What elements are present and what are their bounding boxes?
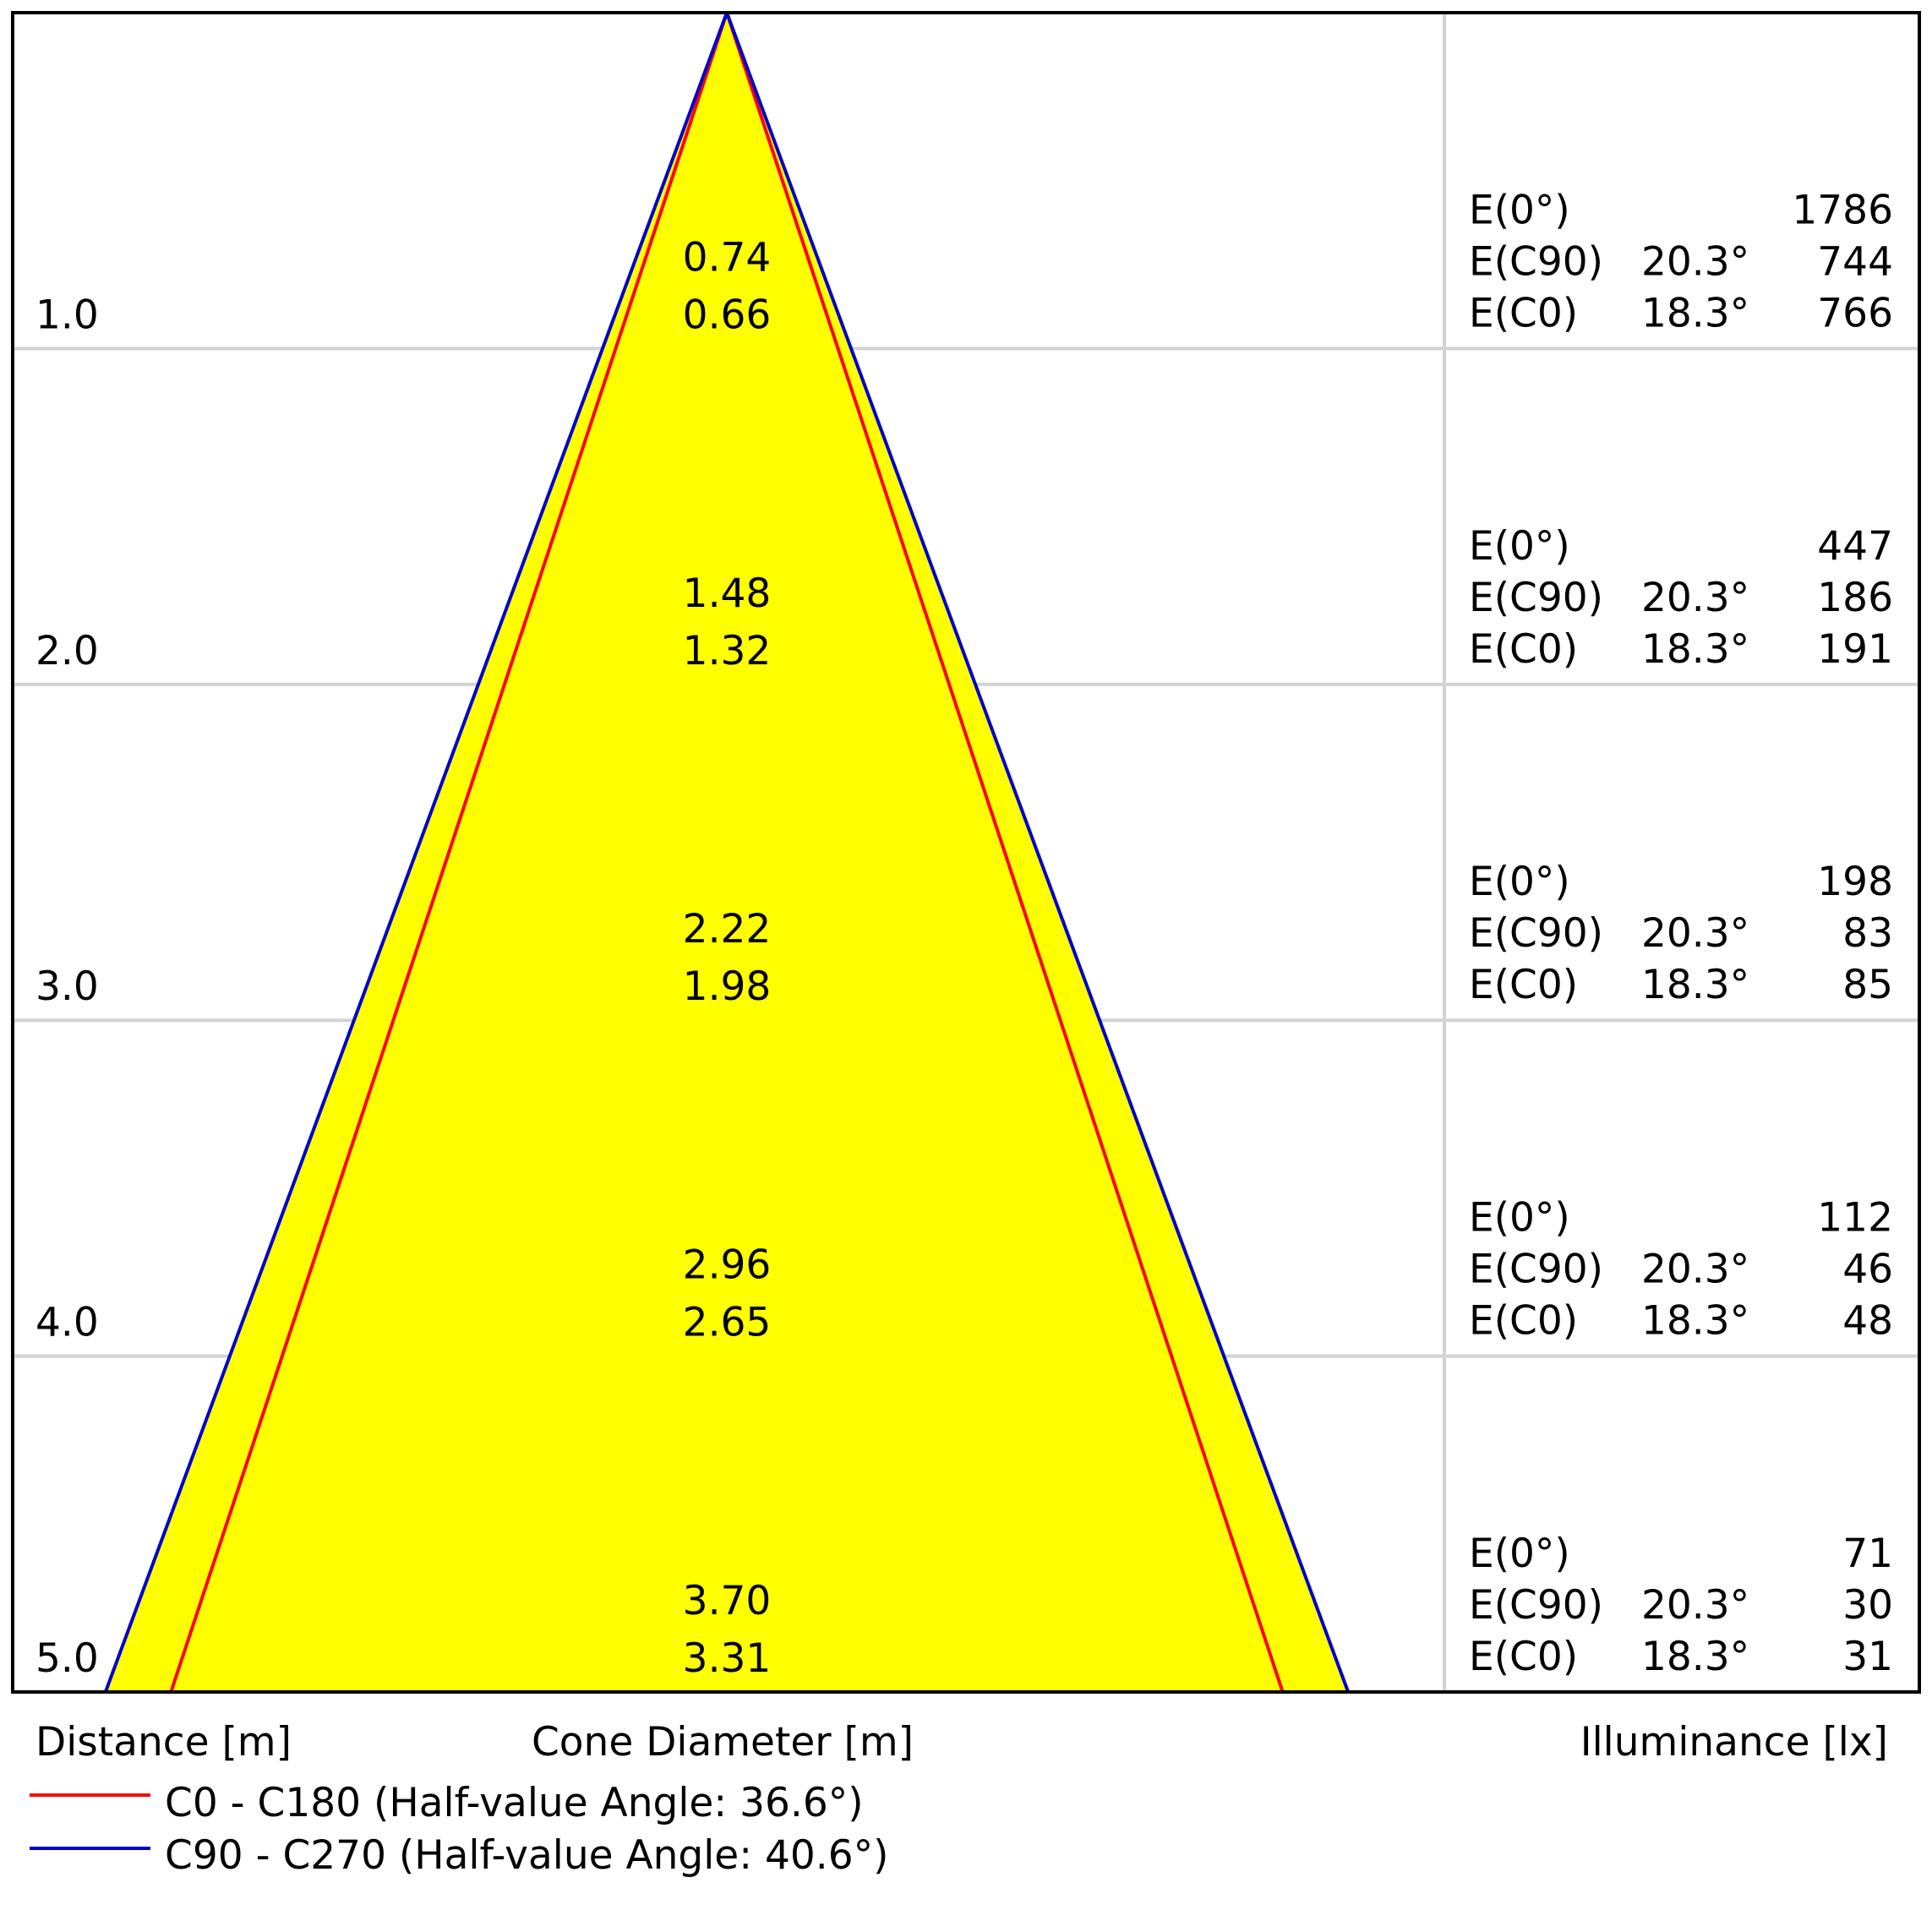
- ec0-label: E(C0): [1469, 1298, 1578, 1345]
- e0-value: 1786: [1792, 187, 1893, 233]
- diameter-c90-label: 2.22: [683, 906, 772, 952]
- cone: [103, 12, 1351, 1693]
- cone-diameter-label: Cone Diameter [m]: [532, 1719, 914, 1766]
- ec90-value: 186: [1817, 575, 1893, 621]
- ec0-angle: 18.3°: [1641, 290, 1749, 336]
- e0-value: 112: [1817, 1195, 1893, 1242]
- diameter-c0-label: 0.66: [683, 292, 772, 338]
- c0-edge-right: [725, 12, 1285, 1693]
- ec0-value: 85: [1842, 962, 1893, 1008]
- ec90-label: E(C90): [1469, 238, 1603, 285]
- legend: C0 - C180 (Half-value Angle: 36.6°) C90 …: [30, 1780, 888, 1879]
- e0-label: E(0°): [1469, 859, 1570, 905]
- ec0-angle: 18.3°: [1641, 1298, 1749, 1345]
- e0-label: E(0°): [1469, 523, 1570, 570]
- ec90-label: E(C90): [1469, 1247, 1603, 1293]
- ec0-value: 31: [1842, 1634, 1893, 1680]
- legend-label-c90: C90 - C270 (Half-value Angle: 40.6°): [165, 1832, 888, 1879]
- ec0-label: E(C0): [1469, 290, 1578, 336]
- e0-label: E(0°): [1469, 187, 1570, 233]
- diameter-c0-label: 1.32: [683, 628, 772, 674]
- ec0-value: 766: [1817, 290, 1893, 336]
- e0-label: E(0°): [1469, 1531, 1570, 1577]
- c0-edge-left: [169, 12, 729, 1693]
- diameter-c90-label: 1.48: [683, 570, 772, 617]
- x-axis-label: Distance [m]: [35, 1719, 292, 1766]
- diameter-c0-label: 3.31: [683, 1635, 772, 1682]
- diameter-c0-label: 1.98: [683, 963, 772, 1010]
- ec90-value: 46: [1842, 1247, 1893, 1293]
- ec90-angle: 20.3°: [1641, 575, 1749, 621]
- cone-fill: [105, 13, 1349, 1692]
- ec90-angle: 20.3°: [1641, 1247, 1749, 1293]
- plot-frame: [11, 11, 1921, 1694]
- ec90-label: E(C90): [1469, 910, 1603, 957]
- e0-value: 198: [1817, 859, 1893, 905]
- ec0-label: E(C0): [1469, 1634, 1578, 1680]
- ec0-angle: 18.3°: [1641, 1634, 1749, 1680]
- ec90-angle: 20.3°: [1641, 238, 1749, 285]
- distance-label: 2.0: [35, 628, 99, 674]
- distance-label: 3.0: [35, 963, 99, 1010]
- row-labels: 1.0 0.74 0.66 E(0°) 1786 E(C90) 20.3° 744 E(C0) 1…: [35, 187, 1893, 1682]
- ec90-value: 744: [1817, 238, 1893, 285]
- diameter-c90-label: 3.70: [683, 1578, 772, 1624]
- ec0-value: 48: [1842, 1298, 1893, 1345]
- e0-label: E(0°): [1469, 1195, 1570, 1242]
- diameter-c90-label: 0.74: [683, 234, 772, 281]
- ec0-label: E(C0): [1469, 962, 1578, 1008]
- diameter-c0-label: 2.65: [683, 1300, 772, 1346]
- ec0-angle: 18.3°: [1641, 962, 1749, 1008]
- ec0-angle: 18.3°: [1641, 626, 1749, 673]
- ec0-value: 191: [1817, 626, 1893, 673]
- ec90-value: 83: [1842, 910, 1893, 957]
- distance-label: 4.0: [35, 1300, 99, 1346]
- ec90-angle: 20.3°: [1641, 1582, 1749, 1629]
- ec90-value: 30: [1842, 1582, 1893, 1629]
- legend-label-c0: C0 - C180 (Half-value Angle: 36.6°): [165, 1780, 864, 1826]
- e0-value: 71: [1842, 1531, 1893, 1577]
- ec90-label: E(C90): [1469, 1582, 1603, 1629]
- c90-edge-left: [103, 12, 729, 1693]
- illuminance-label: Illuminance [lx]: [1580, 1719, 1888, 1766]
- ec90-label: E(C90): [1469, 575, 1603, 621]
- distance-label: 5.0: [35, 1635, 99, 1682]
- e0-value: 447: [1817, 523, 1893, 570]
- c90-edge-right: [725, 12, 1351, 1693]
- diameter-c90-label: 2.96: [683, 1242, 772, 1289]
- ec0-label: E(C0): [1469, 626, 1578, 673]
- ec90-angle: 20.3°: [1641, 910, 1749, 957]
- distance-label: 1.0: [35, 292, 99, 338]
